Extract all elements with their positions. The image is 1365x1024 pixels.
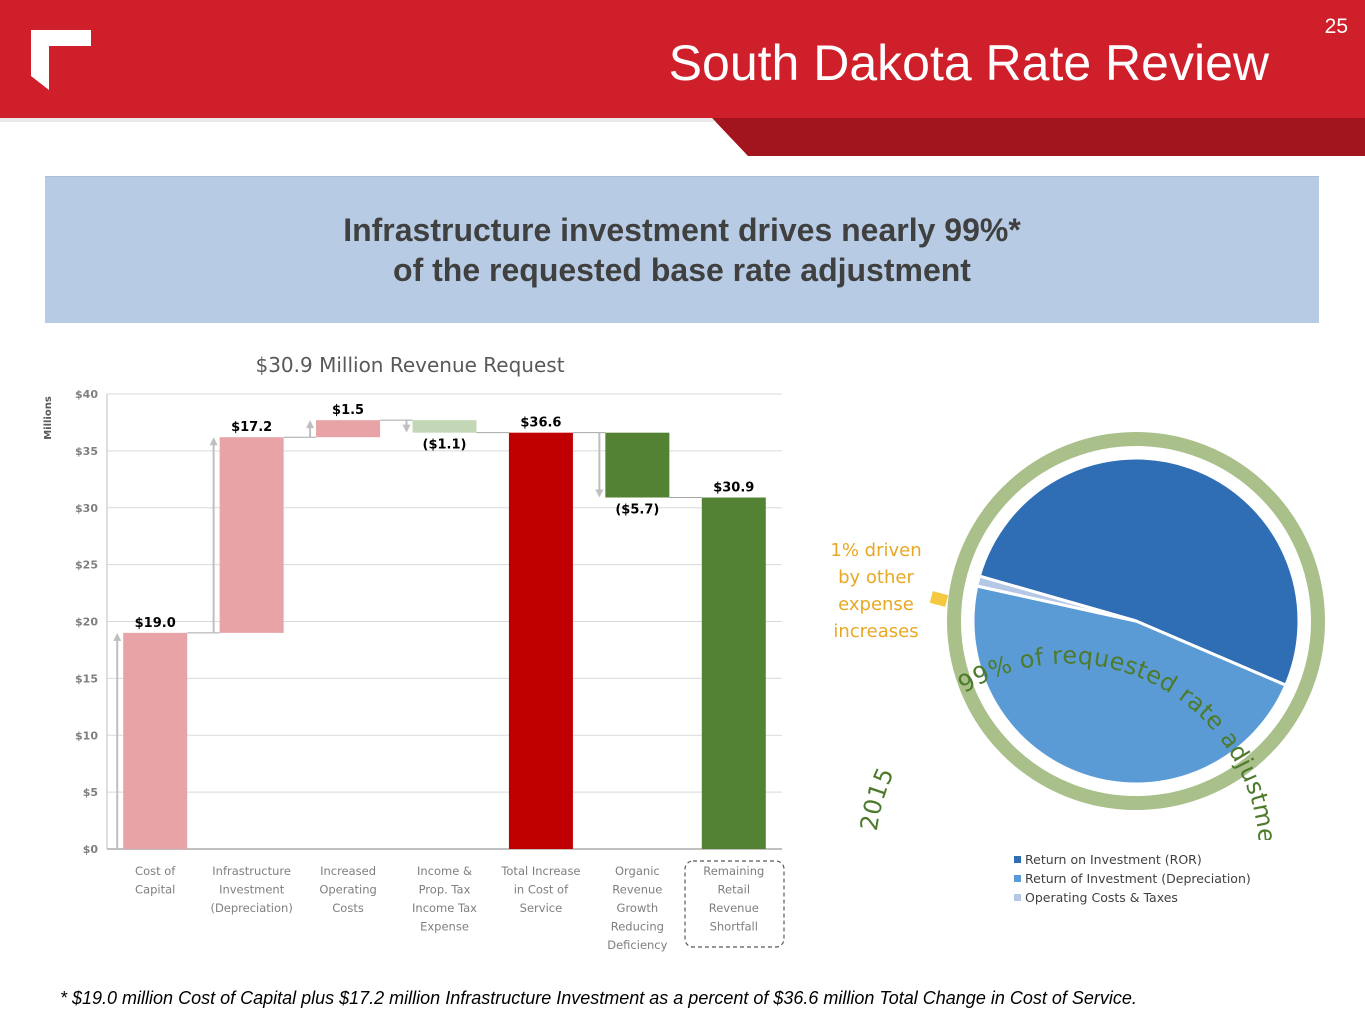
x-tick-label: Total Increase	[500, 864, 580, 878]
x-tick-label: Revenue	[612, 883, 662, 897]
y-tick-label: $35	[75, 445, 98, 458]
x-tick-label: Growth	[617, 901, 659, 915]
legend-label-opex: Operating Costs & Taxes	[1025, 890, 1178, 905]
data-label: $30.9	[713, 481, 754, 496]
x-tick-label: Shortfall	[710, 920, 758, 934]
x-tick-label: Cost of	[135, 864, 176, 878]
legend-label-ror: Return on Investment (ROR)	[1025, 852, 1202, 867]
pie-slice-depreciation	[971, 584, 1288, 786]
headline-line-2: of the requested base rate adjustment	[393, 252, 971, 288]
x-tick-label: Investment	[219, 883, 285, 897]
x-tick-label: Operating	[319, 883, 377, 897]
pie-callout: 1% driven by other expense increases	[830, 540, 922, 642]
pie-outer-ring	[947, 432, 1325, 810]
data-label: $36.6	[520, 416, 561, 431]
bar	[605, 432, 670, 498]
y-tick-label: $20	[75, 616, 98, 629]
legend-swatch-depreciation	[1014, 875, 1021, 882]
data-label: ($1.1)	[423, 438, 467, 453]
bar	[316, 420, 381, 438]
header-accent-stripe	[712, 118, 1365, 156]
data-label: $19.0	[135, 616, 176, 631]
x-tick-label: Prop. Tax	[419, 883, 471, 897]
x-tick-label: Costs	[332, 901, 364, 915]
logo-icon	[31, 30, 91, 90]
chart-title: $30.9 Million Revenue Request	[255, 353, 564, 377]
x-tick-label: Increased	[320, 864, 376, 878]
x-tick-label: Organic	[615, 864, 660, 878]
waterfall-chart: $30.9 Million Revenue Request Millions $…	[43, 353, 785, 952]
legend-label-depreciation: Return of Investment (Depreciation)	[1025, 871, 1251, 886]
x-tick-label: Infrastructure	[212, 864, 291, 878]
y-tick-label: $30	[75, 502, 98, 515]
y-tick-label: $10	[75, 729, 98, 742]
y-tick-label: $15	[75, 672, 98, 685]
down-arrow-head-icon	[595, 489, 604, 498]
bar	[412, 420, 477, 433]
x-tick-label: in Cost of	[514, 883, 569, 897]
x-tick-label: Income Tax	[412, 901, 477, 915]
y-tick-label: $0	[83, 843, 99, 856]
down-arrow-head-icon	[402, 424, 411, 433]
up-arrow-head-icon	[113, 632, 122, 641]
x-tick-label: Reducing	[611, 920, 664, 934]
legend-swatch-ror	[1014, 856, 1021, 863]
data-label: $17.2	[231, 420, 272, 435]
y-tick-label: $40	[75, 388, 98, 401]
slide-title: South Dakota Rate Review	[668, 35, 1269, 91]
x-tick-label: Revenue	[709, 901, 759, 915]
bar	[219, 437, 284, 633]
x-tick-label: Income &	[417, 864, 472, 878]
x-tick-label: Remaining	[703, 864, 764, 878]
y-axis-label: Millions	[43, 396, 54, 440]
remaining-shortfall-highlight-box	[684, 860, 785, 948]
headline-line-1: Infrastructure investment drives nearly …	[343, 212, 1021, 248]
header-red-band	[0, 0, 1365, 118]
y-tick-label: $25	[75, 559, 98, 572]
bar	[123, 632, 188, 849]
pie-slice-ror	[977, 456, 1301, 688]
bar	[701, 497, 766, 849]
data-label: $1.5	[332, 403, 364, 418]
legend-item-opex: Operating Costs & Taxes	[1014, 888, 1251, 907]
legend-item-ror: Return on Investment (ROR)	[1014, 850, 1251, 869]
y-tick-label: $5	[83, 786, 98, 799]
callout-marker	[929, 591, 949, 607]
headline-banner: Infrastructure investment drives nearly …	[45, 176, 1319, 323]
up-arrow-head-icon	[306, 420, 315, 429]
data-label: ($5.7)	[615, 503, 659, 518]
header-fade	[0, 118, 716, 122]
x-tick-label: Service	[520, 901, 563, 915]
x-tick-label: Capital	[135, 883, 175, 897]
footnote: * $19.0 million Cost of Capital plus $17…	[60, 988, 1137, 1008]
up-arrow-head-icon	[209, 437, 218, 446]
legend-item-depreciation: Return of Investment (Depreciation)	[1014, 869, 1251, 888]
pie-slice-opex	[975, 574, 1137, 623]
x-tick-label: (Depreciation)	[210, 901, 292, 915]
legend-swatch-opex	[1014, 894, 1021, 901]
x-tick-label: Retail	[718, 883, 751, 897]
bar	[508, 432, 573, 849]
x-tick-label: Deficiency	[607, 938, 667, 952]
pie-chart: 99% of requested rate adjustment to reco…	[853, 432, 1325, 840]
header-bar	[0, 0, 1365, 156]
slide-number: 25	[1324, 15, 1348, 38]
pie-legend: Return on Investment (ROR) Return of Inv…	[1014, 850, 1251, 907]
x-tick-label: Expense	[420, 920, 469, 934]
